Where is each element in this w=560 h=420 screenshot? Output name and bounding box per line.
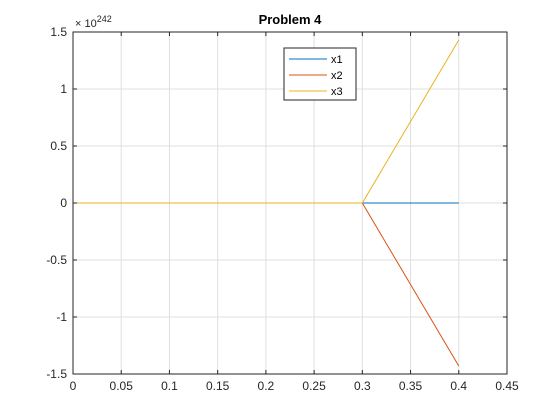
x-tick-label: 0.35 xyxy=(399,379,423,393)
y-tick-labels: -1.5 -1 -0.5 0 0.5 1 1.5 xyxy=(46,25,67,381)
y-tick-label: 1 xyxy=(60,82,67,96)
x-tick-label: 0.4 xyxy=(450,379,467,393)
legend-items: x1 x2 x3 xyxy=(289,54,343,98)
y-tick-label: 1.5 xyxy=(50,25,67,39)
legend-label-x1: x1 xyxy=(331,54,343,66)
y-tick-label: -1.5 xyxy=(46,367,67,381)
x-tick-labels: 0 0.05 0.1 0.15 0.2 0.25 0.3 0.35 0.4 0.45 xyxy=(70,379,519,393)
x-tick-label: 0.45 xyxy=(495,379,519,393)
y-tick-label: 0.5 xyxy=(50,139,67,153)
x-tick-label: 0 xyxy=(70,379,77,393)
y-tick-label: 0 xyxy=(60,196,67,210)
x-tick-label: 0.3 xyxy=(354,379,371,393)
legend-label-x2: x2 xyxy=(331,70,343,82)
series-lines xyxy=(73,39,460,367)
tick-marks xyxy=(72,31,508,375)
y-exponent-power: 242 xyxy=(97,14,112,24)
legend-box xyxy=(283,47,357,101)
series-line-x3 xyxy=(73,39,460,204)
x-tick-label: 0.1 xyxy=(161,379,178,393)
x-tick-label: 0.05 xyxy=(110,379,134,393)
y-tick-label: -1 xyxy=(56,310,67,324)
legend[interactable]: x1 x2 x3 xyxy=(283,47,357,101)
legend-label-x3: x3 xyxy=(331,86,343,98)
y-tick-label: -0.5 xyxy=(46,253,67,267)
x-tick-label: 0.25 xyxy=(302,379,326,393)
chart-title: Problem 4 xyxy=(259,12,323,27)
x-tick-label: 0.15 xyxy=(206,379,230,393)
x-tick-label: 0.2 xyxy=(258,379,275,393)
y-exponent-label: × 10242 xyxy=(75,14,112,30)
y-exponent-base: × 10 xyxy=(75,18,97,30)
